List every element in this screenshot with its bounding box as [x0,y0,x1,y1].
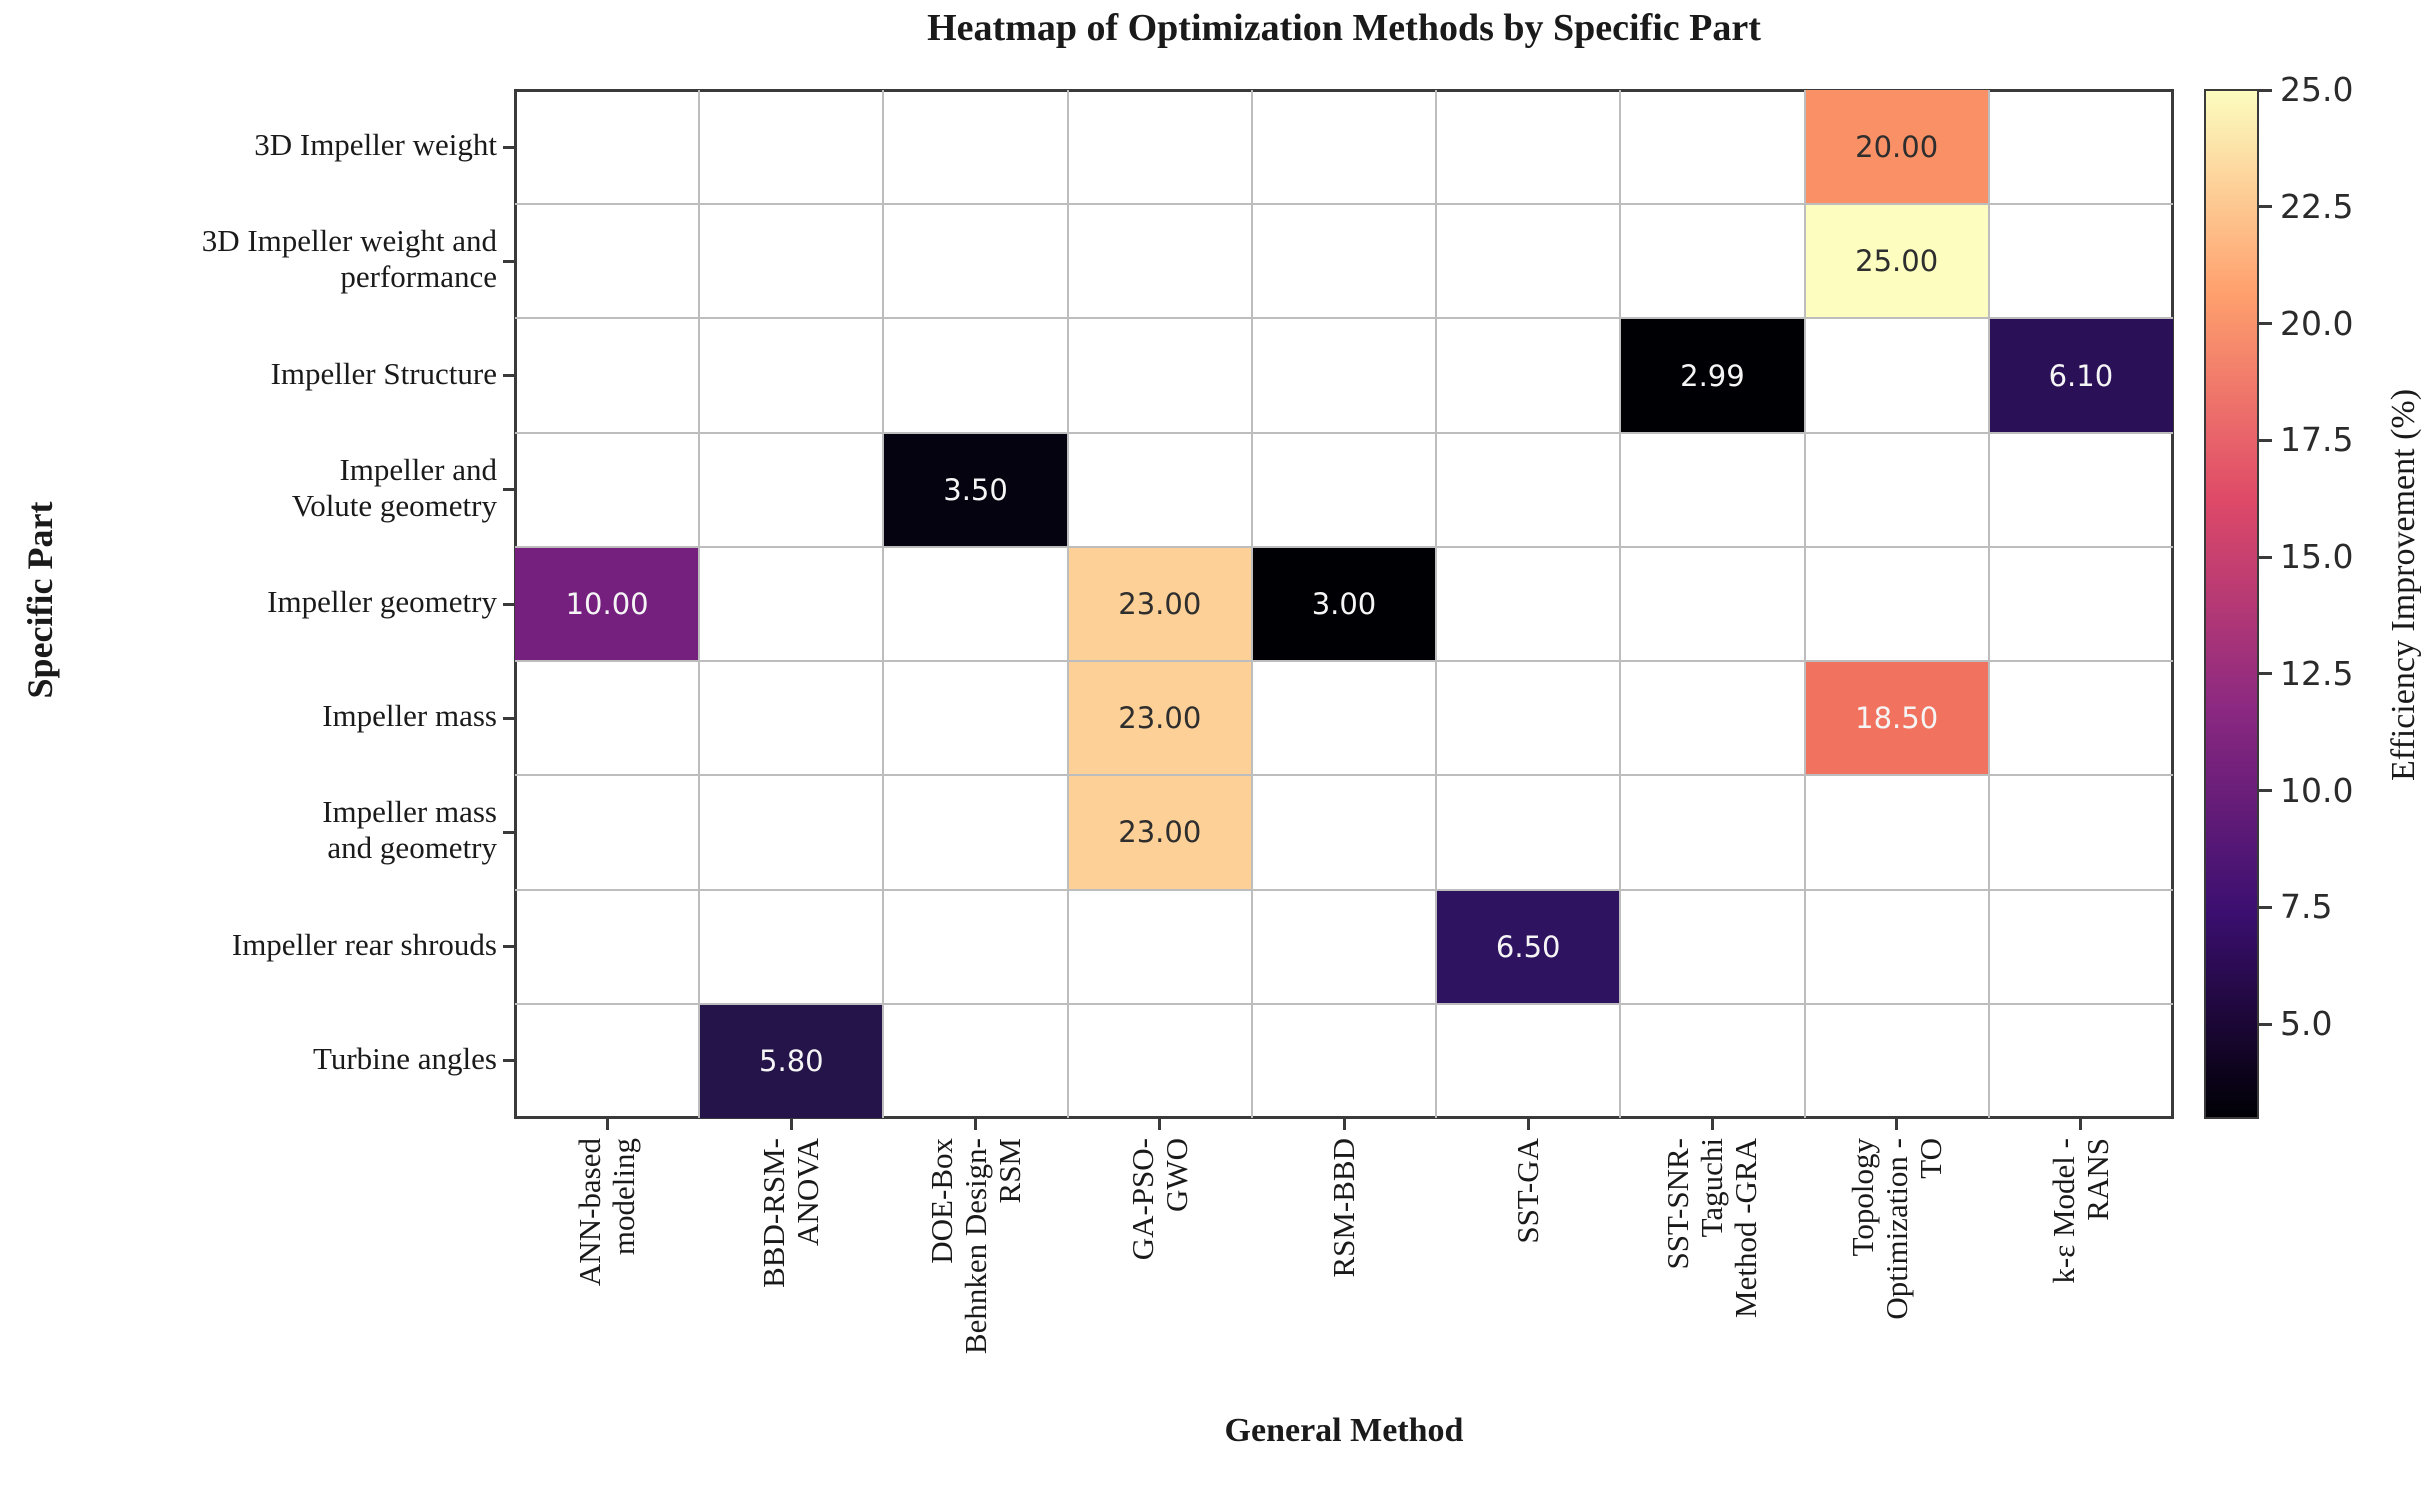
gridline-vertical [1435,90,1438,1118]
colorbar-tick-label: 20.0 [2280,303,2354,343]
heatmap-cell: 23.00 [1067,775,1252,890]
y-tick-label: Impeller mass [322,698,497,734]
colorbar-tick-label: 7.5 [2280,887,2333,927]
colorbar-tick-label: 5.0 [2280,1004,2333,1044]
y-tick-mark [503,716,515,720]
gridline-vertical [1066,90,1069,1118]
y-tick-label: 3D Impeller weight and performance [201,223,497,295]
colorbar-tick-label: 25.0 [2280,70,2354,109]
heatmap-cell: 20.00 [1804,90,1989,205]
y-tick-mark [503,145,515,149]
x-tick-label: ANN-based modeling [572,1138,642,1287]
gridline-horizontal [515,203,2173,206]
colorbar-tick-mark [2258,205,2272,209]
colorbar [2204,89,2259,1119]
x-tick-mark [1895,1118,1899,1130]
colorbar-title: Efficiency Improvement (%) [2385,388,2422,782]
gridline-horizontal [515,431,2173,434]
heatmap-cell: 6.10 [1988,318,2173,433]
colorbar-tick-label: 15.0 [2280,537,2354,577]
x-tick-mark [1526,1118,1530,1130]
x-tick-mark [2079,1118,2083,1130]
x-tick-label: SST-SNR- Taguchi Method -GRA [1660,1138,1764,1318]
colorbar-tick-mark [2258,322,2272,326]
colorbar-tick-mark [2258,905,2272,909]
x-tick-mark [605,1118,609,1130]
colorbar-tick-mark [2258,789,2272,793]
heatmap-cell: 3.50 [883,432,1068,547]
colorbar-tick-mark [2258,88,2272,92]
x-tick-label: RSM-BBD [1326,1138,1361,1278]
heatmap-cell: 10.00 [515,546,700,662]
x-tick-label: k-ε Model - RANS [2045,1138,2115,1284]
gridline-horizontal [515,774,2173,777]
colorbar-tick-label: 12.5 [2280,653,2354,693]
x-tick-label: Topology Optimization - TO [1844,1138,1948,1320]
colorbar-tick-mark [2258,438,2272,442]
colorbar-tick-label: 17.5 [2280,420,2354,460]
x-tick-label: SST-GA [1510,1138,1546,1244]
y-tick-label: Impeller and Volute geometry [291,451,497,523]
heatmap-cell: 5.80 [699,1003,884,1118]
colorbar-tick-label: 22.5 [2280,186,2354,226]
x-tick-label: BBD-RSM- ANOVA [756,1138,826,1288]
y-tick-mark [503,830,515,834]
x-tick-label: DOE-Box Behnken Design- RSM [923,1138,1027,1355]
x-tick-mark [1342,1118,1346,1130]
x-tick-mark [1710,1118,1714,1130]
x-tick-mark [1158,1118,1162,1130]
plot-area: 20.00 25.00 2.99 6.10 3.50 10.00 23.00 3.00 23.0… [514,89,2174,1119]
colorbar-tick-mark [2258,1022,2272,1026]
y-tick-mark [503,488,515,492]
gridline-horizontal [515,317,2173,320]
gridline-horizontal [515,1002,2173,1005]
y-tick-label: Impeller Structure [270,355,497,391]
heatmap-cell: 2.99 [1620,318,1805,433]
heatmap-cell: 25.00 [1804,204,1989,319]
y-tick-mark [503,374,515,378]
heatmap-cell: 23.00 [1067,661,1252,776]
y-tick-mark [503,259,515,263]
gridline-vertical [1987,90,1990,1118]
y-tick-mark [503,602,515,606]
y-tick-label: Impeller geometry [267,584,497,619]
colorbar-tick-mark [2258,555,2272,559]
y-tick-mark [503,1059,515,1063]
y-tick-label: Impeller mass and geometry [322,794,497,866]
gridline-horizontal [515,660,2173,663]
colorbar-tick-label: 10.0 [2280,770,2354,810]
gridline-horizontal [515,888,2173,891]
heatmap-cell: 6.50 [1436,889,1621,1004]
heatmap-cell: 18.50 [1804,661,1989,776]
gridline-horizontal [515,545,2173,548]
y-tick-label: Turbine angles [313,1040,497,1076]
gridline-vertical [1803,90,1806,1118]
x-axis-title: General Method [1224,1412,1464,1449]
x-tick-label: GA-PSO- GWO [1124,1138,1194,1261]
x-tick-mark [974,1118,978,1130]
y-tick-label: 3D Impeller weight [254,127,497,163]
gridline-vertical [1250,90,1253,1118]
gridline-vertical [698,90,701,1118]
y-tick-mark [503,945,515,949]
heatmap-cell: 3.00 [1251,546,1437,662]
colorbar-tick-mark [2258,672,2272,676]
chart-title: Heatmap of Optimization Methods by Speci… [927,7,1761,49]
gridline-vertical [1619,90,1622,1118]
x-tick-mark [789,1118,793,1130]
gridline-vertical [882,90,885,1118]
heatmap-cell: 23.00 [1067,546,1252,662]
y-tick-label: Impeller rear shrouds [231,926,497,962]
